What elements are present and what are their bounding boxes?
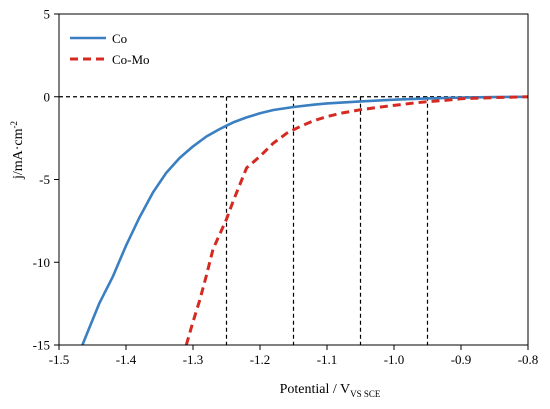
x-tick-label-1: -1.4 — [116, 352, 137, 367]
series-line-co — [81, 95, 529, 346]
y-tick-label-2: -5 — [39, 172, 50, 187]
x-tick-label-5: -1.0 — [384, 352, 405, 367]
legend-label-co-mo: Co-Mo — [112, 52, 150, 67]
x-tick-label-4: -1.1 — [317, 352, 338, 367]
y-tick-label-3: -10 — [33, 255, 50, 270]
x-tick-label-7: -0.8 — [518, 352, 539, 367]
x-tick-label-6: -0.9 — [451, 352, 472, 367]
y-axis-title: j/mA·cm-2 — [9, 121, 26, 180]
legend: Co Co-Mo — [70, 31, 150, 67]
series-line-co-mo — [184, 95, 529, 346]
y-tick-label-4: -15 — [33, 338, 50, 353]
x-axis-title: Potential / VVS SCE — [280, 382, 381, 399]
legend-label-co: Co — [112, 31, 127, 46]
y-tick-label-1: 0 — [44, 89, 51, 104]
y-axis-title-superscript: -2 — [9, 121, 19, 129]
x-axis-title-subscript: VS SCE — [350, 389, 381, 399]
x-tick-label-2: -1.3 — [183, 352, 204, 367]
ticks: -1.5 -1.4 -1.3 -1.2 -1.1 -1.0 -0.9 -0.8 5 0 -5 -10 -… — [33, 7, 539, 368]
x-tick-label-0: -1.5 — [49, 352, 70, 367]
y-tick-label-0: 5 — [44, 7, 51, 22]
reference-lines — [59, 96, 528, 345]
series-layer — [81, 95, 529, 346]
x-tick-label-3: -1.2 — [250, 352, 271, 367]
